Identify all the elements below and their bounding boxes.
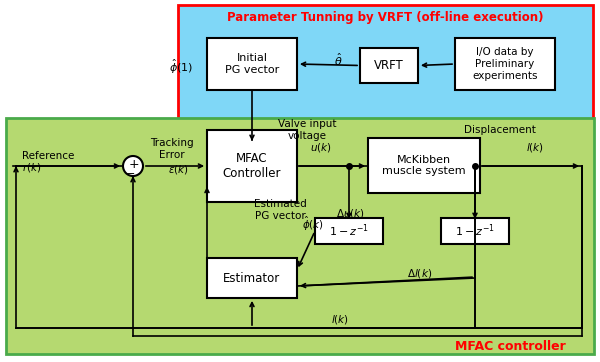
Circle shape xyxy=(123,156,143,176)
Bar xyxy=(455,38,555,90)
Text: McKibben
muscle system: McKibben muscle system xyxy=(382,155,466,176)
Bar xyxy=(441,218,509,244)
Bar xyxy=(207,38,297,90)
Text: $l(k)$: $l(k)$ xyxy=(526,140,544,153)
Text: Estimator: Estimator xyxy=(223,272,281,285)
Text: $\varepsilon(k)$: $\varepsilon(k)$ xyxy=(168,163,189,176)
Text: $r(k)$: $r(k)$ xyxy=(22,161,41,174)
Text: $\Delta l(k)$: $\Delta l(k)$ xyxy=(407,266,433,279)
Text: $1-z^{-1}$: $1-z^{-1}$ xyxy=(329,223,369,239)
Bar xyxy=(360,48,418,83)
Text: VRFT: VRFT xyxy=(374,59,404,72)
Text: Parameter Tunning by VRFT (off-line execution): Parameter Tunning by VRFT (off-line exec… xyxy=(227,12,543,25)
Text: $1-z^{-1}$: $1-z^{-1}$ xyxy=(455,223,495,239)
Bar xyxy=(178,5,593,122)
Text: Estimated
PG vector: Estimated PG vector xyxy=(254,199,307,221)
Text: $l(k)$: $l(k)$ xyxy=(331,313,349,327)
Text: Valve input
voltage: Valve input voltage xyxy=(278,119,336,141)
Text: $\Delta u(k)$: $\Delta u(k)$ xyxy=(335,206,364,219)
Bar xyxy=(368,138,480,193)
Text: $\hat{\phi}(k)$: $\hat{\phi}(k)$ xyxy=(302,215,324,233)
Text: Initial
PG vector: Initial PG vector xyxy=(225,53,279,75)
Text: MFAC
Controller: MFAC Controller xyxy=(223,152,281,180)
Text: Displacement: Displacement xyxy=(464,125,536,135)
Text: Reference: Reference xyxy=(22,151,74,161)
Bar xyxy=(315,218,383,244)
Bar xyxy=(6,118,594,354)
Text: Tracking
Error: Tracking Error xyxy=(150,138,194,160)
Bar xyxy=(207,130,297,202)
Text: −: − xyxy=(127,169,136,179)
Bar xyxy=(207,258,297,298)
Text: $\hat{\phi}(1)$: $\hat{\phi}(1)$ xyxy=(169,58,193,76)
Text: $\hat{\theta}$: $\hat{\theta}$ xyxy=(334,52,342,68)
Text: MFAC controller: MFAC controller xyxy=(455,341,565,354)
Text: $u(k)$: $u(k)$ xyxy=(310,140,332,153)
Text: +: + xyxy=(128,159,139,172)
Text: I/O data by
Preliminary
experiments: I/O data by Preliminary experiments xyxy=(472,47,538,81)
